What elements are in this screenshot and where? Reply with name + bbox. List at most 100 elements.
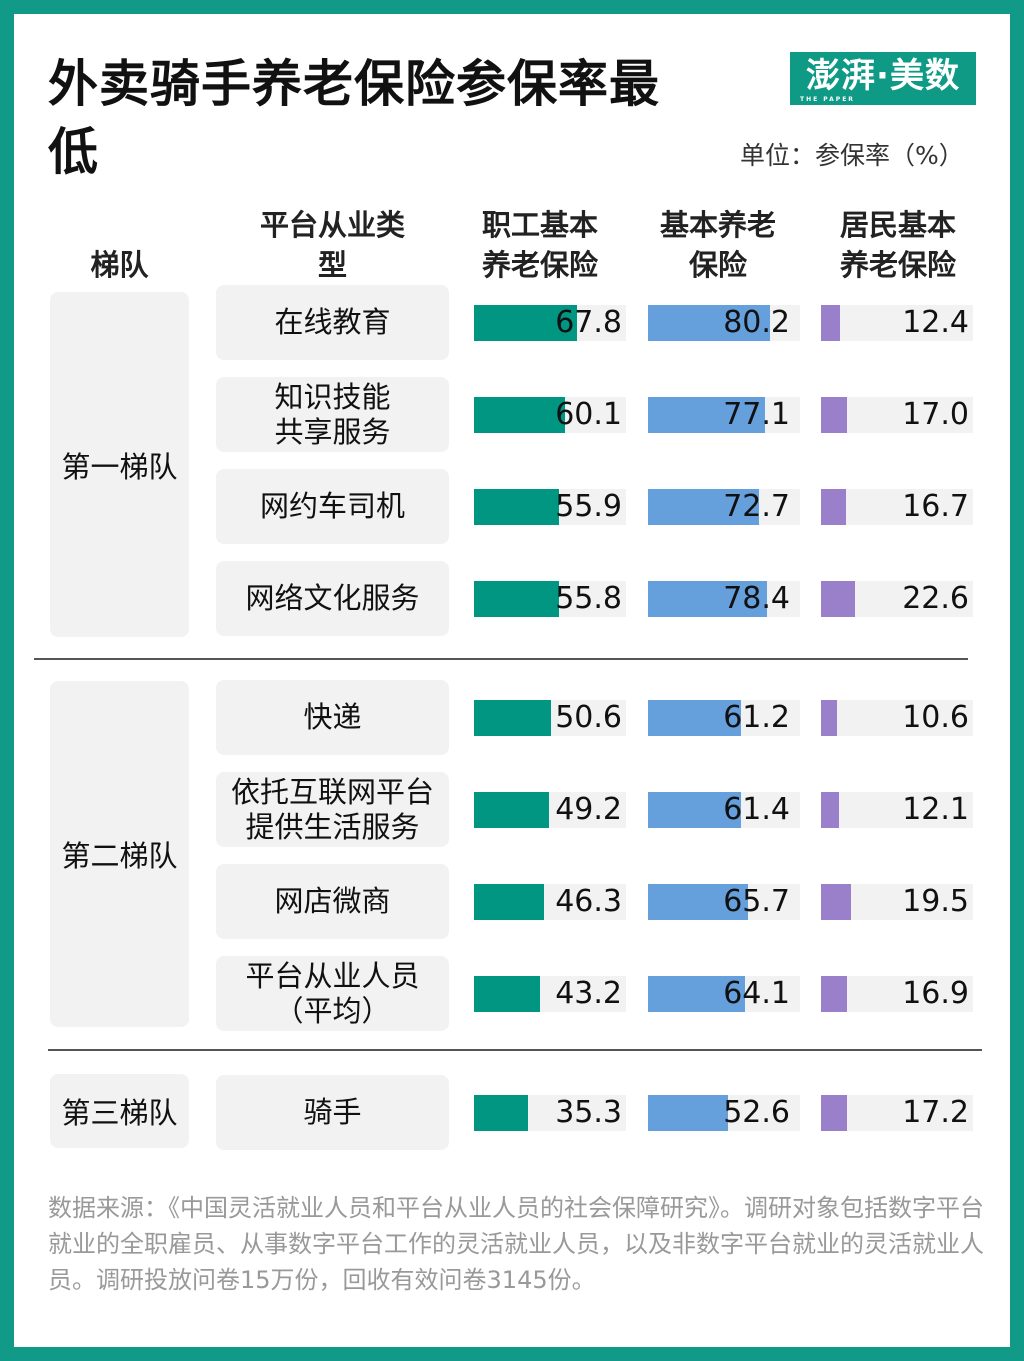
bar — [821, 489, 847, 525]
header-s2: 基本养老保险 — [659, 208, 776, 282]
data-label: 17.0 — [902, 397, 969, 432]
bar — [648, 700, 742, 736]
bar-track: 49.2 — [474, 792, 626, 828]
data-label: 78.4 — [723, 581, 790, 616]
bar — [821, 700, 838, 736]
bar — [648, 976, 746, 1012]
bar-track: 78.4 — [648, 581, 800, 617]
bar — [821, 976, 847, 1012]
bar-track: 52.6 — [648, 1095, 800, 1131]
header-tier: 梯队 — [90, 248, 149, 282]
bar-track: 12.1 — [821, 792, 973, 828]
bar-track: 16.9 — [821, 976, 973, 1012]
data-label: 65.7 — [723, 884, 790, 919]
data-label: 12.1 — [902, 792, 969, 827]
tier-divider — [34, 658, 968, 660]
bar-track: 55.9 — [474, 489, 626, 525]
bar — [648, 581, 768, 617]
data-label: 35.3 — [555, 1095, 622, 1130]
data-label: 22.6 — [902, 581, 969, 616]
unit-label: 单位：参保率（%） — [740, 141, 964, 170]
data-label: 50.6 — [555, 700, 622, 735]
tier-label: 第一梯队 — [50, 292, 189, 637]
bar-track: 43.2 — [474, 976, 626, 1012]
platform-type-label: 网店微商 — [274, 884, 391, 918]
data-label: 16.9 — [902, 976, 969, 1011]
header-s3: 居民基本养老保险 — [839, 208, 956, 282]
brand-logo: 澎湃·美数课 THE PAPER — [790, 52, 976, 144]
data-label: 55.9 — [555, 489, 622, 524]
bar — [821, 1095, 848, 1131]
bar — [474, 581, 559, 617]
bar-track: 22.6 — [821, 581, 973, 617]
data-label: 77.1 — [723, 397, 790, 432]
platform-type-label: 网约车司机 — [259, 489, 405, 523]
bar — [474, 397, 566, 433]
data-label: 61.2 — [723, 700, 790, 735]
bar — [821, 792, 840, 828]
platform-type-label: 网络文化服务 — [245, 581, 420, 615]
bar-track: 10.6 — [821, 700, 973, 736]
bar-track: 46.3 — [474, 884, 626, 920]
data-label: 43.2 — [555, 976, 622, 1011]
bar-track: 72.7 — [648, 489, 800, 525]
data-label: 52.6 — [723, 1095, 790, 1130]
platform-type-label: 在线教育 — [274, 305, 391, 339]
data-label: 10.6 — [902, 700, 969, 735]
bar-track: 12.4 — [821, 305, 973, 341]
platform-type-label: 骑手 — [303, 1095, 362, 1129]
bar — [648, 397, 766, 433]
bar-track: 61.2 — [648, 700, 800, 736]
data-label: 46.3 — [555, 884, 622, 919]
bar-track: 50.6 — [474, 700, 626, 736]
bar — [474, 305, 578, 341]
platform-type: 知识技能共享服务 — [216, 377, 449, 452]
data-label: 19.5 — [902, 884, 969, 919]
platform-type: 平台从业人员（平均） — [216, 956, 449, 1031]
source-note: 数据来源：《中国灵活就业人员和平台从业人员的社会保障研究》。调研对象包括数字平台… — [48, 1194, 984, 1294]
bar — [648, 792, 742, 828]
bar-track: 80.2 — [648, 305, 800, 341]
bar — [821, 397, 847, 433]
platform-type: 网店微商 — [216, 864, 449, 939]
bar-track: 19.5 — [821, 884, 973, 920]
bar — [821, 305, 840, 341]
platform-type: 依托互联网平台提供生活服务 — [216, 772, 449, 847]
logo-subtext: THE PAPER — [800, 96, 855, 103]
bar-track: 17.0 — [821, 397, 973, 433]
bar — [474, 976, 540, 1012]
tier-label: 第三梯队 — [50, 1074, 189, 1148]
platform-type-label: 平台从业人员（平均） — [245, 958, 420, 1028]
platform-type: 网络文化服务 — [216, 561, 449, 636]
bar — [648, 1095, 728, 1131]
tier-divider — [48, 1049, 982, 1051]
platform-type: 在线教育 — [216, 285, 449, 360]
data-label: 55.8 — [555, 581, 622, 616]
bar — [821, 884, 851, 920]
platform-type: 骑手 — [216, 1075, 449, 1150]
data-label: 80.2 — [723, 305, 790, 340]
bar-track: 61.4 — [648, 792, 800, 828]
header-type: 平台从业类型 — [260, 208, 406, 282]
bar-track: 16.7 — [821, 489, 973, 525]
data-label: 61.4 — [723, 792, 790, 827]
bar-track: 67.8 — [474, 305, 626, 341]
data-label: 17.2 — [902, 1095, 969, 1130]
bar-track: 35.3 — [474, 1095, 626, 1131]
platform-type-label: 快递 — [303, 700, 362, 734]
page-title: 外卖骑手养老保险参保率最低 — [48, 55, 660, 181]
bar — [648, 884, 748, 920]
header-s1: 职工基本养老保险 — [481, 208, 598, 282]
bar — [648, 489, 759, 525]
tier-label: 第二梯队 — [50, 681, 189, 1027]
bar — [474, 1095, 528, 1131]
data-label: 72.7 — [723, 489, 790, 524]
data-label: 64.1 — [723, 976, 790, 1011]
bar — [821, 581, 856, 617]
data-label: 16.7 — [902, 489, 969, 524]
bar — [474, 489, 559, 525]
bar-track: 64.1 — [648, 976, 800, 1012]
platform-type: 网约车司机 — [216, 469, 449, 544]
bar-track: 60.1 — [474, 397, 626, 433]
bar-track: 55.8 — [474, 581, 626, 617]
